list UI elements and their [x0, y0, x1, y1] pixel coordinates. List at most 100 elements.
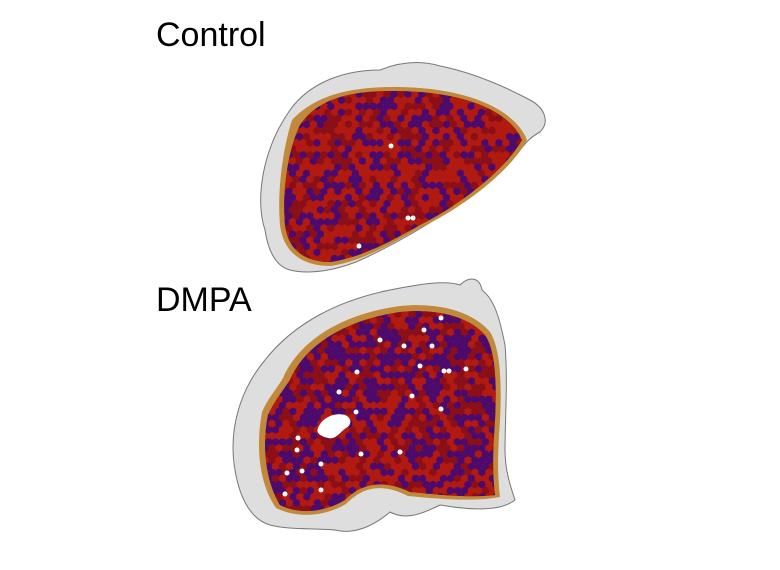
- tissue-spot: [372, 181, 381, 190]
- tissue-spot: [418, 487, 427, 495]
- tissue-spot: [344, 242, 353, 251]
- tissue-spot: [323, 145, 332, 153]
- tissue-spot: [475, 511, 483, 519]
- tissue-spot: [376, 212, 384, 220]
- tissue-spot: [415, 311, 423, 319]
- tissue-spot: [460, 151, 468, 159]
- tissue-spot: [284, 206, 290, 214]
- tissue-spot: [299, 413, 308, 422]
- tissue-spot: [408, 444, 416, 453]
- tissue-spot: [320, 353, 329, 361]
- tissue-spot: [502, 212, 510, 220]
- tissue-spot: [453, 365, 462, 373]
- tissue-spot: [446, 328, 455, 337]
- tissue-spot: [418, 139, 426, 147]
- tissue-spot: [299, 78, 307, 86]
- tissue-spot: [331, 359, 339, 367]
- tissue-spot: [366, 267, 374, 275]
- tissue-spot: [327, 200, 335, 208]
- tissue-spot: [355, 163, 363, 172]
- tissue-spot: [400, 218, 409, 226]
- tissue-spot: [477, 193, 486, 202]
- tissue-spot: [397, 260, 405, 262]
- tissue-spot: [369, 212, 377, 220]
- tissue-spot: [254, 335, 262, 343]
- tissue-spot: [355, 474, 364, 483]
- tissue-spot: [365, 145, 374, 153]
- tissue-spot: [334, 438, 343, 446]
- tissue-spot: [436, 444, 444, 453]
- tissue-spot: [303, 432, 311, 440]
- tissue-spot: [418, 426, 427, 434]
- tissue-spot: [456, 108, 465, 117]
- tissue-spot: [344, 108, 353, 117]
- tissue-spot: [302, 157, 311, 165]
- tissue-spot: [435, 230, 444, 239]
- tissue-spot: [278, 426, 287, 434]
- tissue-spot: [411, 450, 420, 459]
- tissue-spot: [492, 371, 496, 379]
- tissue-spot: [436, 432, 444, 440]
- tissue-spot: [456, 157, 465, 165]
- tissue-spot: [418, 175, 426, 184]
- tissue-spot: [464, 456, 472, 465]
- tissue-spot: [383, 248, 391, 257]
- tissue-spot: [348, 328, 357, 337]
- tissue-spot: [484, 169, 493, 178]
- tissue-spot: [467, 163, 475, 172]
- tissue-spot: [401, 432, 409, 440]
- tissue-spot: [334, 126, 342, 135]
- tissue-spot: [425, 260, 433, 262]
- tissue-spot: [401, 420, 409, 428]
- tissue-spot: [359, 267, 367, 275]
- tissue-spot: [467, 365, 476, 373]
- tissue-spot: [386, 169, 395, 178]
- tissue-spot: [411, 474, 420, 483]
- tissue-spot: [436, 468, 444, 477]
- tissue-spot: [450, 267, 458, 275]
- tissue-spot: [317, 359, 325, 367]
- tissue-spot: [386, 193, 395, 202]
- tissue-spot: [450, 407, 458, 416]
- tissue-spot: [348, 438, 357, 446]
- tissue-spot: [457, 444, 465, 453]
- tissue-spot: [359, 322, 367, 331]
- tissue-spot: [400, 157, 409, 165]
- tissue-spot: [299, 462, 308, 471]
- tissue-spot: [436, 395, 444, 404]
- tissue-spot: [484, 254, 493, 262]
- tissue-spot: [432, 224, 440, 232]
- tissue-spot: [296, 456, 304, 465]
- tissue-spot: [362, 260, 370, 262]
- tissue-spot: [341, 474, 350, 483]
- tissue-spot: [379, 254, 388, 262]
- tissue-spot: [376, 236, 384, 245]
- tissue-spot: [488, 163, 496, 172]
- tissue-spot: [509, 163, 517, 172]
- tissue-spot: [295, 206, 304, 214]
- tissue-spot: [369, 340, 378, 349]
- tissue-spot: [366, 456, 374, 465]
- tissue-spot: [362, 224, 370, 232]
- tissue-spot: [369, 353, 378, 361]
- tissue-spot: [365, 230, 374, 239]
- tissue-spot: [390, 365, 399, 373]
- tissue-spot: [254, 310, 262, 318]
- tissue-spot: [498, 193, 507, 202]
- tissue-spot: [512, 181, 521, 190]
- tissue-spot: [285, 90, 293, 98]
- tissue-spot: [393, 254, 402, 262]
- tissue-spot: [401, 395, 409, 404]
- tissue-spot: [292, 450, 301, 459]
- tissue-spot: [313, 389, 322, 398]
- tissue-spot: [344, 120, 353, 129]
- tissue-spot: [323, 108, 332, 117]
- tissue-spot: [442, 157, 451, 165]
- tissue-spot: [313, 248, 321, 257]
- tissue-spot: [387, 444, 395, 453]
- tissue-spot: [358, 96, 367, 105]
- tissue-spot: [306, 426, 315, 434]
- tissue-spot: [527, 231, 535, 239]
- tissue-spot: [467, 151, 475, 159]
- tissue-spot: [327, 114, 335, 123]
